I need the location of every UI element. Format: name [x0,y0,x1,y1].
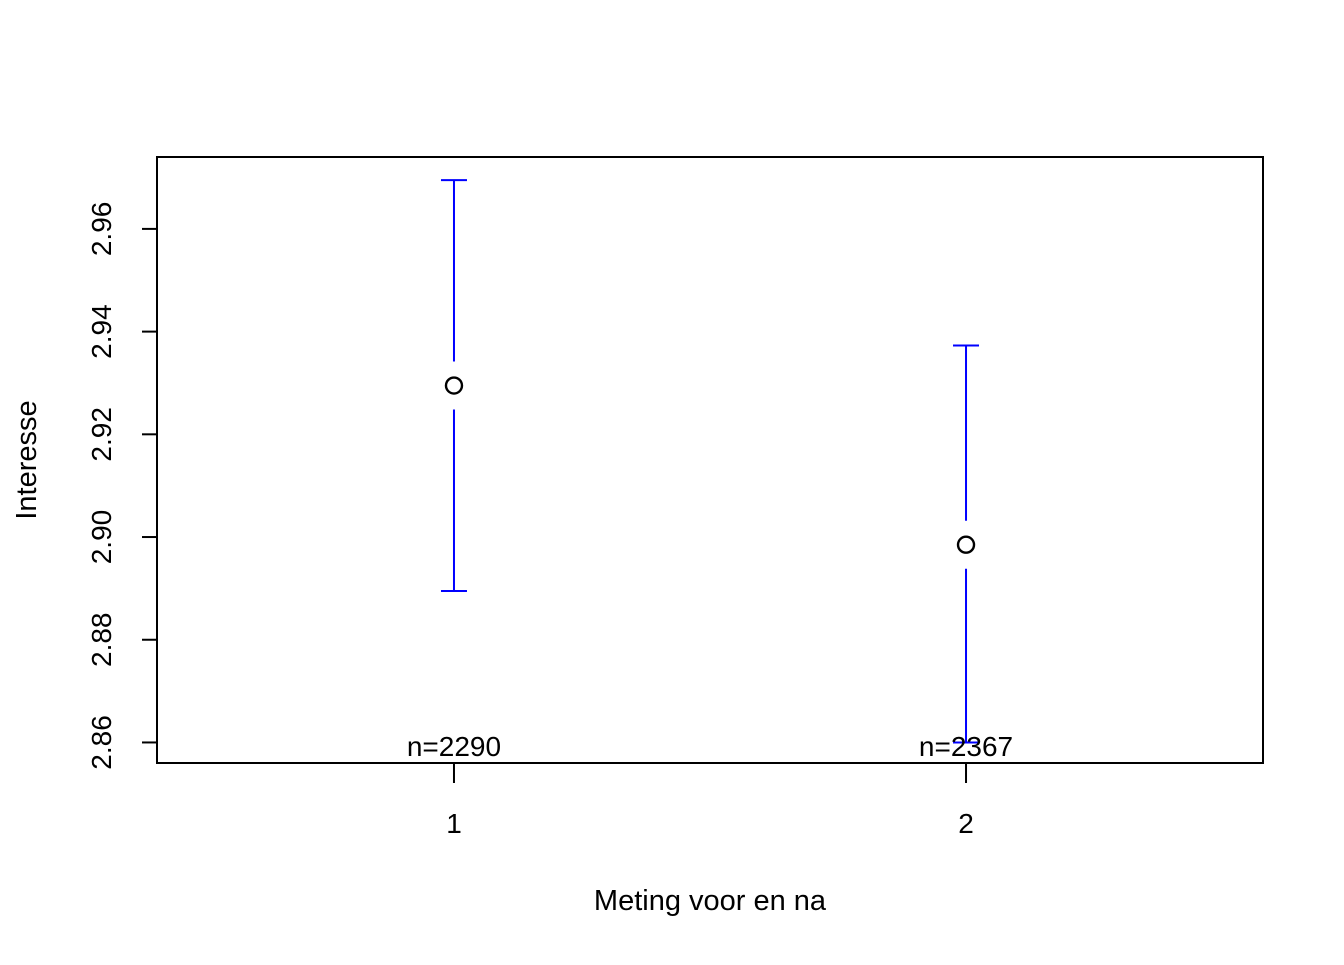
plot-box [156,156,1264,764]
y-tick-label: 2.92 [86,407,117,462]
x-axis-title: Meting voor en na [594,885,827,917]
mean-point [444,376,464,395]
y-axis: 2.86 2.88 2.90 2.92 2.94 2.96 [86,202,158,770]
sample-size-label: n=2290 [407,731,501,762]
y-tick-label: 2.96 [86,202,117,257]
sample-size-label: n=2367 [919,731,1013,762]
mean-point [956,535,976,554]
x-tick-label: 2 [958,808,974,839]
y-tick-label: 2.86 [86,715,117,770]
y-tick-label: 2.94 [86,304,117,359]
x-tick-label: 1 [446,808,462,839]
y-tick-label: 2.90 [86,510,117,565]
y-axis-title: Interesse [11,400,43,519]
mean-points-series: n=2290 n=2367 [407,179,1013,762]
y-tick-label: 2.88 [86,612,117,667]
